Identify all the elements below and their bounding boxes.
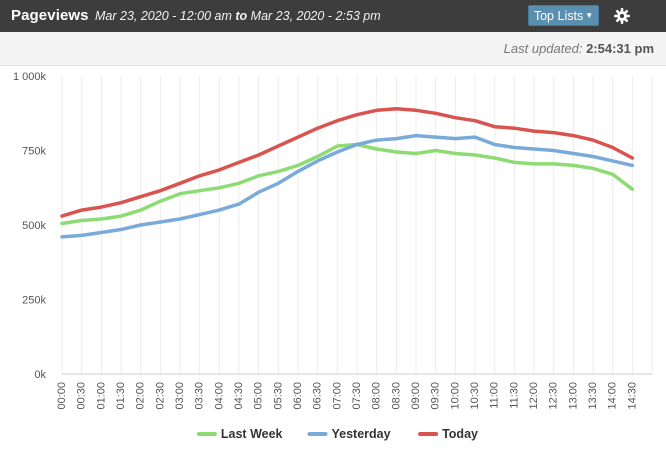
x-tick-label: 07:30 [351,382,363,410]
page-title: Pageviews [11,7,89,24]
y-tick-label: 250k [22,295,46,307]
last-updated: Last updated: 2:54:31 pm [504,41,654,56]
y-tick-label: 0k [34,369,46,381]
status-bar: Last updated: 2:54:31 pm [0,32,666,66]
x-tick-label: 04:00 [213,382,225,410]
legend-label-today: Today [442,427,478,441]
date-range: Mar 23, 2020 - 12:00 am to Mar 23, 2020 … [95,9,381,23]
x-tick-label: 05:00 [253,382,265,410]
x-tick-label: 09:30 [430,382,442,410]
x-tick-label: 13:30 [587,382,599,410]
x-tick-label: 07:00 [331,382,343,410]
x-tick-label: 12:30 [548,382,560,410]
x-tick-label: 11:00 [489,382,501,409]
x-tick-label: 02:00 [135,382,147,410]
x-tick-label: 08:00 [371,382,383,410]
x-tick-label: 05:30 [272,382,284,410]
x-tick-label: 01:00 [95,382,107,410]
top-lists-label: Top Lists [533,9,584,23]
x-tick-label: 14:00 [607,382,619,410]
series-line-yesterday [60,133,635,239]
legend-label-yesterday: Yesterday [332,427,391,441]
range-end: Mar 23, 2020 - 2:53 pm [250,9,381,23]
x-tick-label: 10:30 [469,382,481,410]
y-tick-label: 1 000k [13,71,47,83]
range-to: to [235,9,248,23]
x-tick-label: 03:00 [174,382,186,410]
x-tick-label: 14:30 [626,382,638,410]
x-tick-label: 13:00 [567,382,579,410]
x-tick-label: 06:30 [312,382,324,410]
last-updated-label: Last updated: [503,41,583,56]
x-tick-label: 04:30 [233,382,245,410]
caret-down-icon: ▼ [585,11,594,20]
x-tick-label: 00:00 [56,382,68,410]
header-bar: Pageviews Mar 23, 2020 - 12:00 am to Mar… [0,0,666,32]
gear-icon[interactable] [613,7,631,25]
x-tick-label: 03:30 [194,382,206,410]
top-lists-button[interactable]: Top Lists ▼ [528,5,599,26]
series-line-last-week [60,142,635,226]
x-tick-label: 01:30 [115,382,127,410]
x-tick-label: 06:00 [292,382,304,410]
pageviews-chart: 0k 250k 500k 750k 1 000k 00:00 00:30 01:00 01:30… [13,71,653,441]
y-tick-label: 750k [22,146,46,158]
series-line-today [60,107,635,218]
x-tick-label: 00:30 [76,382,88,410]
x-tick-label: 12:00 [528,382,540,410]
range-start: Mar 23, 2020 - 12:00 am [95,9,232,23]
x-tick-label: 08:30 [390,382,402,410]
x-tick-label: 10:00 [449,382,461,410]
x-tick-label: 02:30 [154,382,166,410]
y-tick-label: 500k [22,220,46,232]
last-updated-time: 2:54:31 pm [586,41,654,56]
legend-label-last-week: Last Week [221,427,283,441]
x-tick-label: 11:30 [508,382,520,409]
x-tick-label: 09:00 [410,382,422,410]
